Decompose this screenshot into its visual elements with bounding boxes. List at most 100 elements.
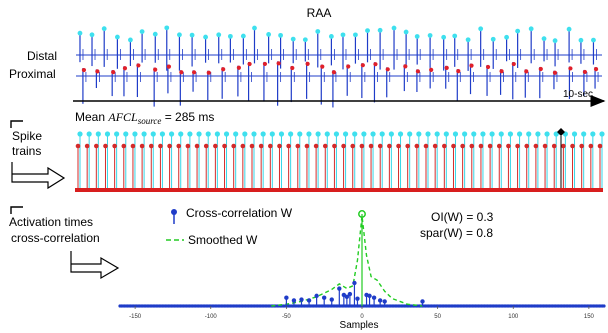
proximal-activation-marker xyxy=(385,67,390,72)
mean-afcl-value: = 285 ms xyxy=(161,110,214,124)
spike-trains-panel xyxy=(75,128,605,192)
distal-activation-marker xyxy=(216,32,222,38)
spike-train-cyan-marker xyxy=(388,131,394,137)
distal-activation-marker xyxy=(139,29,145,34)
distal-activation-marker xyxy=(252,25,257,31)
spike-train-cyan-marker xyxy=(452,131,459,137)
spike-train-red-marker xyxy=(451,143,456,149)
spike-train-cyan-marker xyxy=(590,131,596,137)
distal-activation-marker xyxy=(152,31,158,37)
xcorr-stem-marker xyxy=(337,286,342,291)
recordings-panel xyxy=(76,25,602,108)
xcorr-stem-marker xyxy=(314,293,319,299)
spike-train-red-marker xyxy=(570,143,575,149)
spike-train-cyan-marker xyxy=(260,131,266,137)
spike-train-red-marker xyxy=(222,143,227,149)
spike-train-red-marker xyxy=(423,143,429,149)
spike-train-red-marker xyxy=(103,143,108,149)
spike-train-cyan-marker xyxy=(132,131,138,137)
proximal-activation-marker xyxy=(81,67,87,73)
xcorr-stem-marker xyxy=(329,297,334,302)
spike-train-red-marker xyxy=(332,143,337,149)
spike-train-red-marker xyxy=(121,143,127,149)
spar-metric: spar(W) = 0.8 xyxy=(420,226,493,240)
spike-trains-arrow xyxy=(11,162,66,190)
distal-activation-marker xyxy=(414,34,420,39)
xcorr-stem-marker xyxy=(344,294,350,299)
cross-correlation-plot: -150 -100 -50 0 50 100 150 xyxy=(118,210,606,320)
distal-activation-marker xyxy=(490,36,496,42)
spike-train-cyan-marker xyxy=(242,131,248,137)
spike-train-red-marker xyxy=(194,143,200,149)
xcorr-stem-marker xyxy=(377,298,383,303)
proximal-activation-marker xyxy=(247,61,252,67)
spike-train-red-marker xyxy=(167,143,172,149)
spike-train-red-marker xyxy=(112,143,117,149)
spike-train-cyan-marker xyxy=(498,131,504,137)
spike-train-cyan-marker xyxy=(581,131,587,137)
proximal-activation-marker xyxy=(179,70,184,75)
spike-trains-bracket xyxy=(10,120,23,128)
proximal-activation-marker xyxy=(305,61,310,66)
spike-train-cyan-marker xyxy=(288,131,294,137)
spike-train-cyan-marker xyxy=(95,131,101,137)
spike-train-red-marker xyxy=(579,143,584,149)
spike-train-red-marker xyxy=(94,143,99,149)
proximal-activation-marker xyxy=(95,69,100,74)
distal-label: Distal xyxy=(27,49,57,63)
spike-train-cyan-marker xyxy=(489,131,495,137)
distal-activation-marker xyxy=(89,32,95,38)
distal-activation-marker xyxy=(227,33,233,39)
distal-activation-marker xyxy=(441,34,447,40)
spike-train-cyan-marker xyxy=(507,131,514,137)
proximal-activation-marker xyxy=(373,62,378,67)
proximal-activation-marker xyxy=(236,65,241,70)
spike-train-red-marker xyxy=(561,143,566,149)
proximal-activation-marker xyxy=(511,61,516,67)
proximal-activation-marker xyxy=(221,67,226,72)
proximal-activation-marker xyxy=(456,69,461,74)
proximal-activation-marker xyxy=(331,70,337,75)
spike-train-red-marker xyxy=(478,143,484,149)
xcorr-stem-marker xyxy=(321,295,327,300)
proximal-activation-marker xyxy=(153,67,158,72)
xcorr-stem-marker xyxy=(291,298,297,303)
distal-activation-marker xyxy=(290,36,296,42)
spike-train-red-marker xyxy=(396,143,401,149)
proximal-activation-marker xyxy=(485,64,491,70)
mean-afcl-var: AFCL xyxy=(107,110,138,124)
distal-activation-marker xyxy=(515,28,521,34)
spike-train-red-marker xyxy=(405,143,410,149)
spike-train-cyan-marker xyxy=(333,131,340,137)
spike-train-red-marker xyxy=(231,143,236,149)
spike-train-red-marker xyxy=(203,143,209,149)
proximal-activation-marker xyxy=(538,66,543,72)
distal-activation-marker xyxy=(465,37,471,43)
proximal-activation-marker xyxy=(122,66,128,71)
spike-train-cyan-marker xyxy=(553,131,559,137)
spike-train-red-marker xyxy=(469,143,475,149)
spike-train-red-marker xyxy=(139,143,145,149)
proximal-activation-marker xyxy=(166,64,172,69)
xcorr-stem-marker xyxy=(382,299,387,304)
spike-train-cyan-marker xyxy=(159,131,166,137)
spike-train-cyan-marker xyxy=(526,131,532,137)
spike-train-red-marker xyxy=(542,143,548,149)
distal-activation-marker xyxy=(128,37,133,43)
spike-train-red-marker xyxy=(460,143,465,149)
spike-train-cyan-marker xyxy=(342,131,349,137)
proximal-activation-marker xyxy=(444,65,449,70)
spike-train-cyan-marker xyxy=(416,131,422,137)
spike-train-red-marker xyxy=(533,143,539,149)
proximal-activation-marker xyxy=(429,67,434,72)
spike-train-cyan-marker xyxy=(306,131,312,137)
spike-train-cyan-marker xyxy=(223,131,230,137)
smoothed-w-line xyxy=(271,215,423,307)
spike-train-red-marker xyxy=(213,143,218,149)
distal-activation-marker xyxy=(541,36,547,42)
mean-afcl-prefix: Mean xyxy=(75,110,108,124)
proximal-activation-marker xyxy=(582,69,588,75)
distal-activation-marker xyxy=(340,32,346,38)
xcorr-stem-marker xyxy=(371,295,377,300)
spike-train-cyan-marker xyxy=(471,131,477,137)
